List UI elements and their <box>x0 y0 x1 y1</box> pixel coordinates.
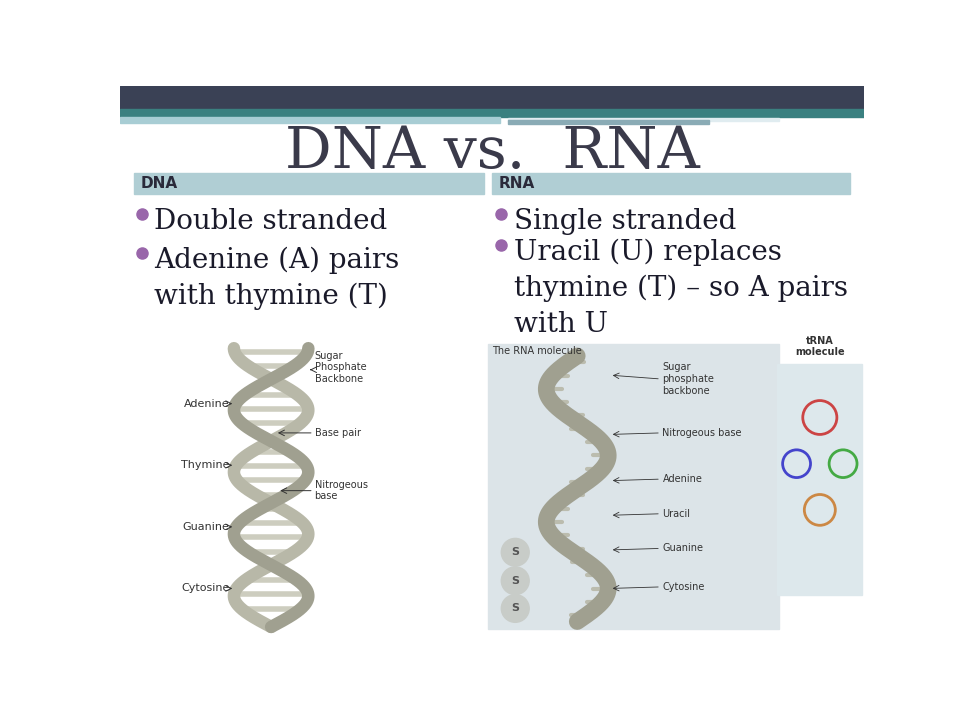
Text: Double stranded: Double stranded <box>155 208 387 235</box>
Bar <box>120 117 500 122</box>
Text: Cytosine: Cytosine <box>662 582 705 592</box>
Text: DNA vs.  RNA: DNA vs. RNA <box>284 124 700 180</box>
Bar <box>488 344 779 629</box>
Text: Guanine: Guanine <box>662 544 704 554</box>
Text: Sugar
phosphate
backbone: Sugar phosphate backbone <box>662 362 714 395</box>
Bar <box>120 86 864 109</box>
Text: Single stranded: Single stranded <box>514 208 736 235</box>
Text: DNA: DNA <box>140 176 178 191</box>
Text: Base pair: Base pair <box>315 428 361 438</box>
Text: The RNA molecule: The RNA molecule <box>492 346 582 356</box>
Text: S: S <box>512 547 519 557</box>
Circle shape <box>501 567 529 595</box>
Text: Nitrogeous
base: Nitrogeous base <box>315 480 368 501</box>
Text: S: S <box>512 576 519 586</box>
Text: Adenine: Adenine <box>183 399 229 409</box>
Text: S: S <box>512 603 519 613</box>
Text: Guanine: Guanine <box>182 522 229 532</box>
Bar <box>778 364 862 595</box>
Text: Adenine: Adenine <box>662 474 703 484</box>
Text: Nitrogeous base: Nitrogeous base <box>662 428 742 438</box>
Text: RNA: RNA <box>498 176 535 191</box>
Text: Sugar
Phosphate
Backbone: Sugar Phosphate Backbone <box>315 351 366 384</box>
Bar <box>492 173 850 194</box>
Circle shape <box>501 595 529 622</box>
Bar <box>120 109 864 117</box>
Text: Thymine: Thymine <box>180 460 229 470</box>
Circle shape <box>501 539 529 566</box>
Text: Uracil (U) replaces
thymine (T) – so A pairs
with U: Uracil (U) replaces thymine (T) – so A p… <box>514 239 848 338</box>
Text: Cytosine: Cytosine <box>180 583 229 593</box>
Text: Uracil: Uracil <box>662 509 690 518</box>
Bar <box>508 120 709 124</box>
Bar <box>134 173 484 194</box>
Bar <box>508 118 779 121</box>
Text: tRNA
molecule: tRNA molecule <box>795 336 845 357</box>
Text: Adenine (A) pairs
with thymine (T): Adenine (A) pairs with thymine (T) <box>155 246 399 310</box>
